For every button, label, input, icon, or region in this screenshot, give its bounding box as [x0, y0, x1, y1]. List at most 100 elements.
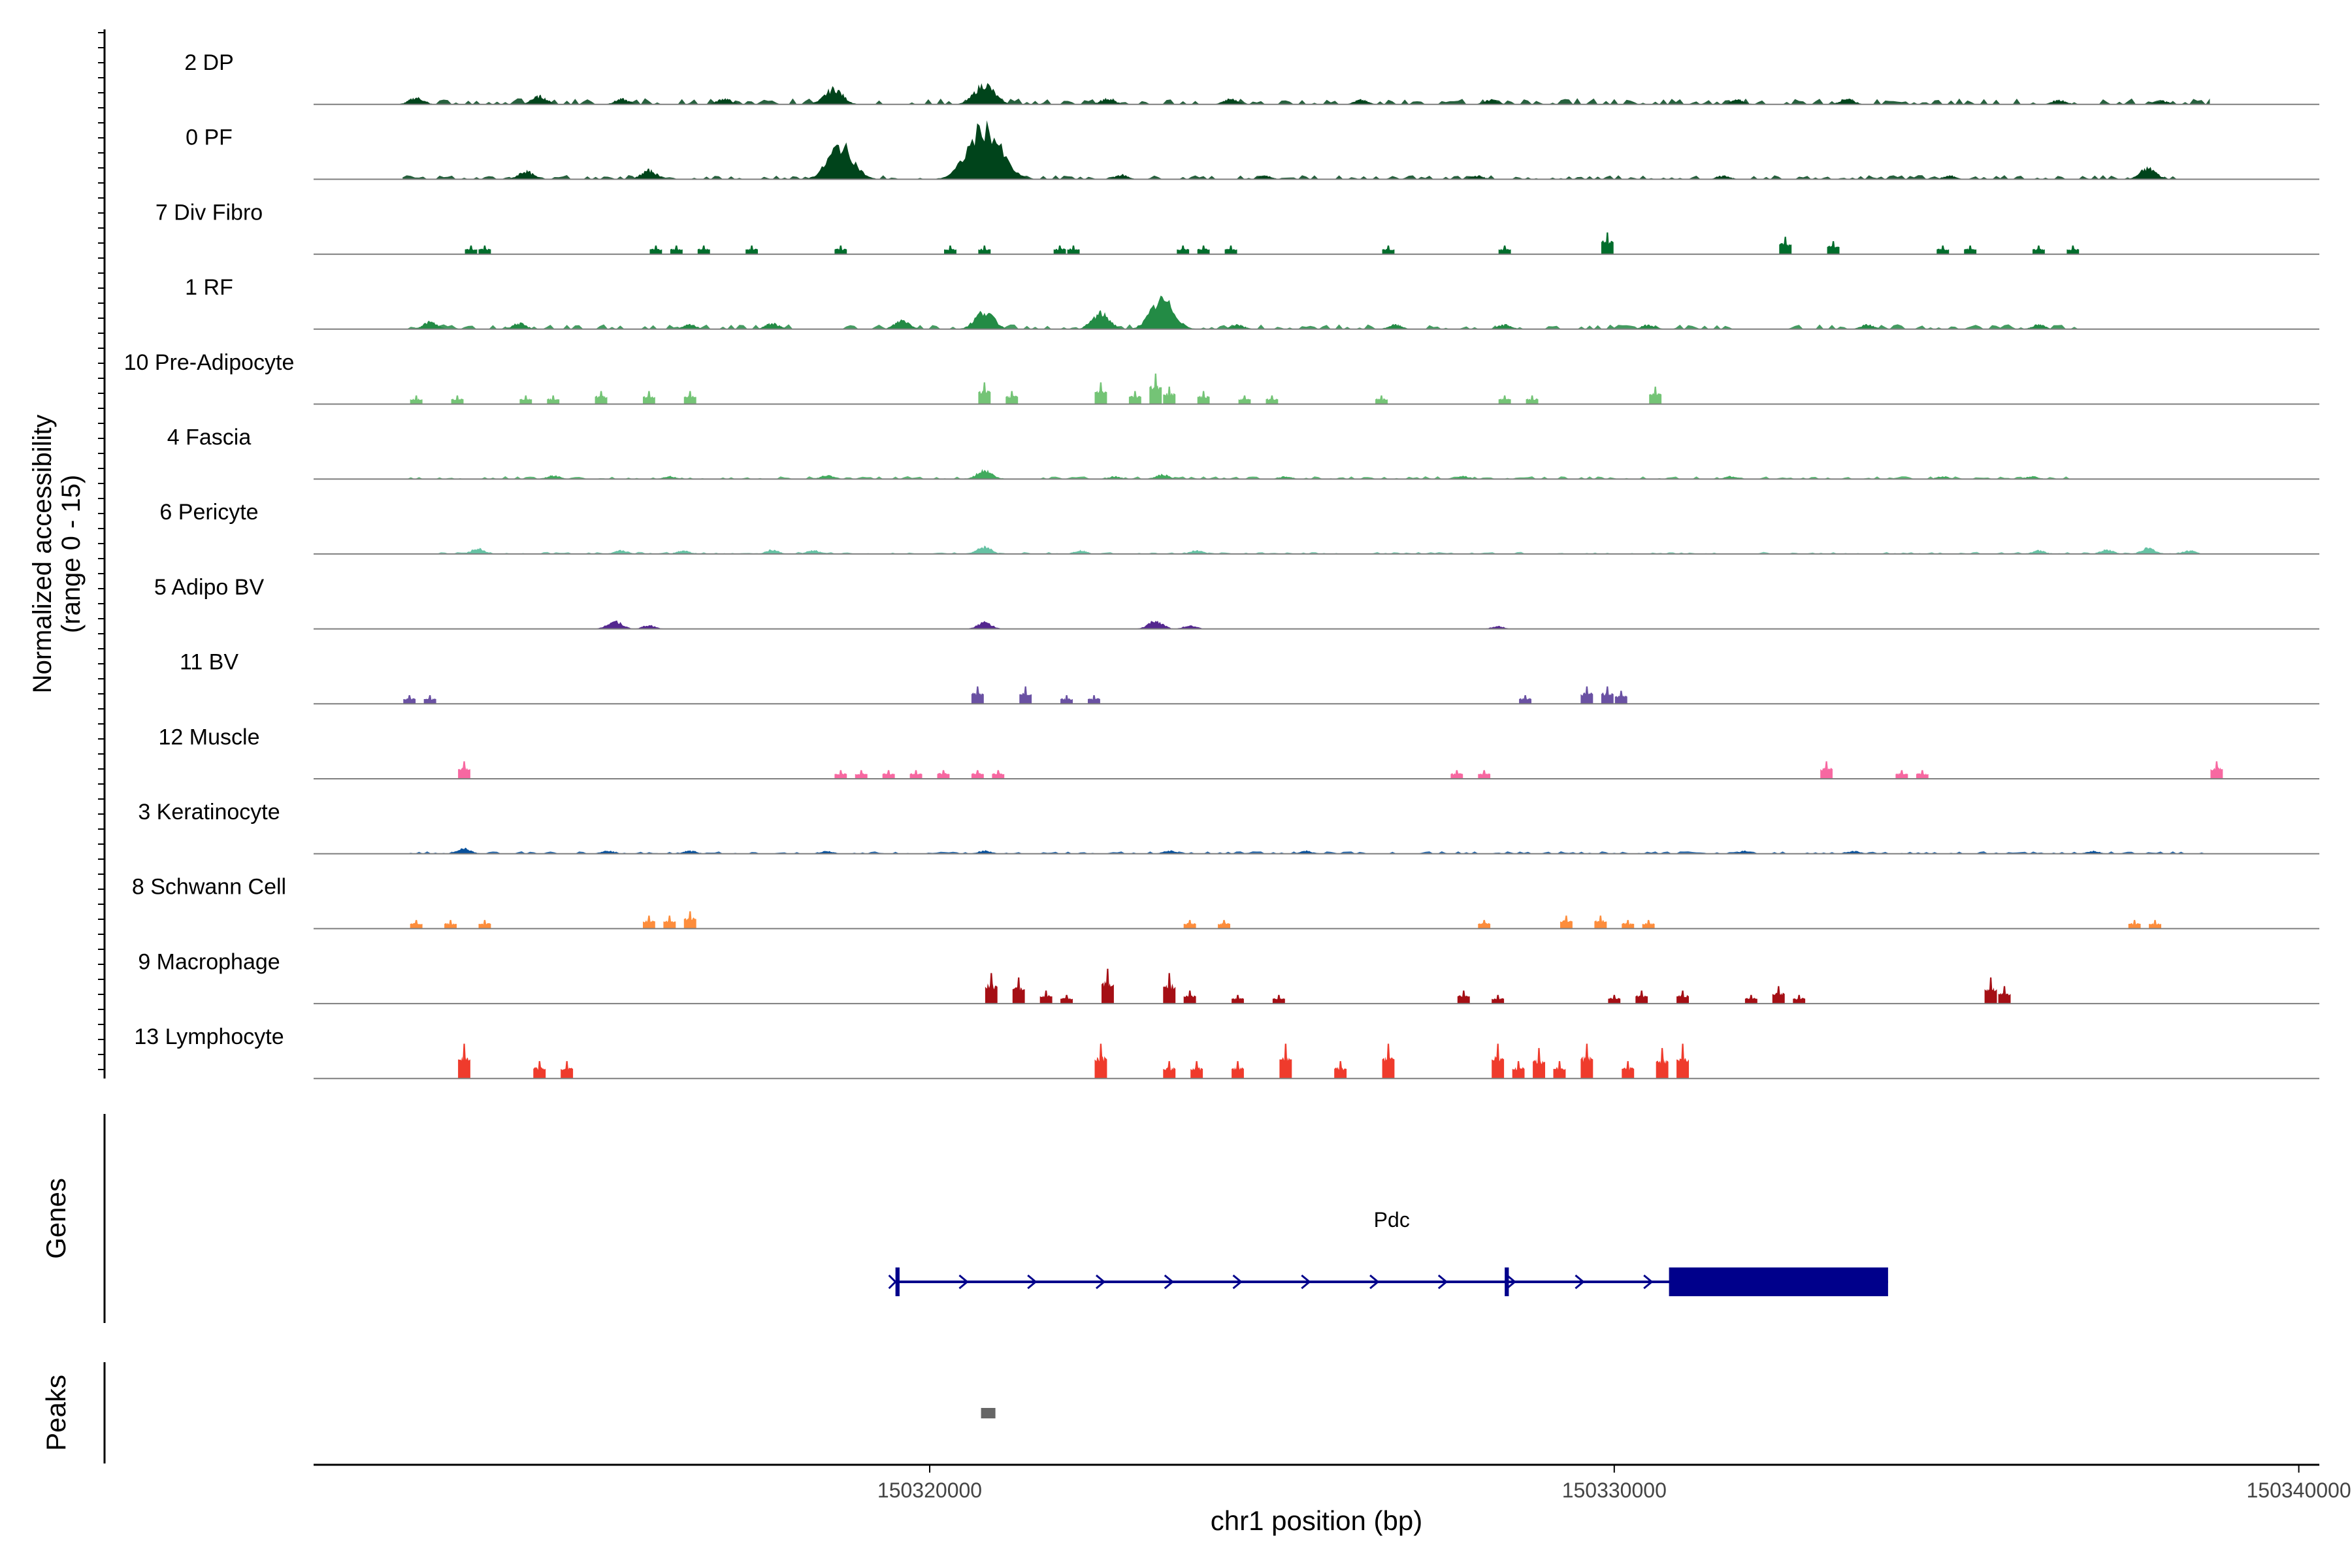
accessibility-peak: [478, 245, 491, 255]
accessibility-peak: [1005, 391, 1019, 404]
accessibility-peak: [1232, 994, 1244, 1004]
accessibility-peak: [683, 911, 696, 929]
accessibility-peak: [1471, 99, 1511, 105]
accessibility-peak: [1779, 237, 1792, 255]
strand-arrow-icon: [1232, 1274, 1243, 1290]
accessibility-peak: [651, 476, 689, 480]
accessibility-peak: [1601, 232, 1614, 255]
accessibility-peak: [626, 169, 672, 180]
track-5: 10 Pre-Adipocyte: [124, 350, 2319, 405]
accessibility-peak: [1718, 99, 1757, 105]
accessibility-peak: [444, 847, 485, 854]
accessibility-peak: [1267, 476, 1305, 480]
accessibility-peak: [1039, 990, 1053, 1004]
accessibility-peak: [2066, 245, 2080, 255]
accessibility-peak: [1826, 98, 1868, 105]
accessibility-peak: [978, 245, 991, 255]
accessibility-peak: [601, 97, 642, 105]
accessibility-peak: [465, 245, 478, 255]
accessibility-peak: [1445, 476, 1482, 480]
accessibility-peak: [1895, 770, 1908, 779]
accessibility-peak: [1512, 1061, 1525, 1079]
accessibility-peak: [1519, 695, 1531, 704]
accessibility-peak: [1635, 990, 1648, 1004]
accessibility-peak: [1998, 986, 2011, 1004]
accessibility-peak: [2087, 549, 2127, 554]
accessibility-peak: [1457, 990, 1470, 1004]
accessibility-peak: [1190, 1061, 1203, 1079]
accessibility-peak: [704, 98, 745, 105]
accessibility-peak: [1458, 175, 1497, 180]
track-2: 0 PF: [186, 120, 2319, 180]
track-background: [436, 551, 2197, 554]
accessibility-peak: [1375, 323, 1415, 329]
accessibility-peak: [1341, 99, 1381, 105]
accessibility-peak: [2127, 547, 2169, 554]
accessibility-peak: [1163, 386, 1176, 404]
track-label: 4 Fascia: [167, 425, 252, 450]
track-3: 7 Div Fibro: [155, 200, 2319, 255]
strand-arrow-icon: [1301, 1274, 1311, 1290]
accessibility-peak: [1218, 920, 1230, 929]
track-label: 13 Lymphocyte: [134, 1024, 284, 1049]
accessibility-peak: [629, 625, 668, 629]
accessibility-peak: [834, 245, 847, 255]
strand-arrow-icon: [1095, 1274, 1106, 1290]
accessibility-peak: [1478, 770, 1491, 779]
accessibility-peak: [1096, 476, 1134, 480]
accessibility-peak: [2074, 850, 2112, 854]
accessibility-peak: [1848, 323, 1887, 329]
accessibility-peak: [1676, 1043, 1689, 1079]
track-label: 9 Macrophage: [138, 949, 280, 974]
accessibility-peak: [1375, 395, 1388, 404]
accessibility-peak: [1102, 968, 1114, 1004]
track-label: 7 Div Fibro: [155, 200, 263, 225]
accessibility-peak: [1061, 549, 1100, 554]
accessibility-peak: [519, 395, 532, 404]
strand-arrow-icon: [958, 1274, 969, 1290]
accessibility-peak: [547, 395, 560, 404]
accessibility-peak: [2128, 920, 2141, 929]
accessibility-peak: [663, 915, 676, 929]
accessibility-peak: [2142, 100, 2181, 105]
accessibility-peak: [808, 851, 846, 854]
accessibility-peak: [1608, 994, 1621, 1004]
track-label: 10 Pre-Adipocyte: [124, 350, 295, 375]
accessibility-peak: [498, 322, 540, 329]
accessibility-peak: [1197, 391, 1210, 404]
accessibility-peak: [1163, 973, 1176, 1004]
accessibility-peak: [408, 320, 451, 329]
accessibility-peak: [944, 245, 956, 255]
gene-exon: [1505, 1267, 1509, 1296]
accessibility-peak: [1820, 761, 1833, 779]
accessibility-peak: [1479, 625, 1517, 629]
peaks-track: Peaks: [41, 1362, 996, 1463]
accessibility-peak: [451, 395, 464, 404]
accessibility-peak: [1533, 1048, 1545, 1079]
accessibility-peak: [1478, 920, 1491, 929]
accessibility-peak: [1916, 770, 1929, 779]
accessibility-peak: [962, 468, 1007, 480]
accessibility-peak: [1094, 382, 1107, 404]
x-axis-title: chr1 position (bp): [1211, 1505, 1423, 1536]
accessibility-peak: [1232, 1061, 1244, 1079]
accessibility-peak: [2033, 245, 2045, 255]
accessibility-peak: [1622, 920, 1635, 929]
accessibility-peak: [1649, 386, 1662, 404]
accessibility-peak: [1827, 241, 1840, 255]
accessibility-peak: [478, 920, 491, 929]
accessibility-peak: [753, 549, 792, 554]
x-tick-label: 150320000: [877, 1478, 982, 1502]
accessibility-peak: [2019, 323, 2059, 329]
accessibility-peak: [963, 621, 1006, 629]
accessibility-peak: [1149, 373, 1162, 404]
accessibility-peak: [1382, 245, 1395, 255]
accessibility-peak: [1594, 915, 1607, 929]
accessibility-peak: [1744, 994, 1757, 1004]
accessibility-peak: [593, 620, 637, 629]
accessibility-peak: [1177, 245, 1190, 255]
peak-region: [981, 1408, 996, 1418]
accessibility-peak: [1183, 920, 1196, 929]
accessibility-peak: [1498, 395, 1511, 404]
